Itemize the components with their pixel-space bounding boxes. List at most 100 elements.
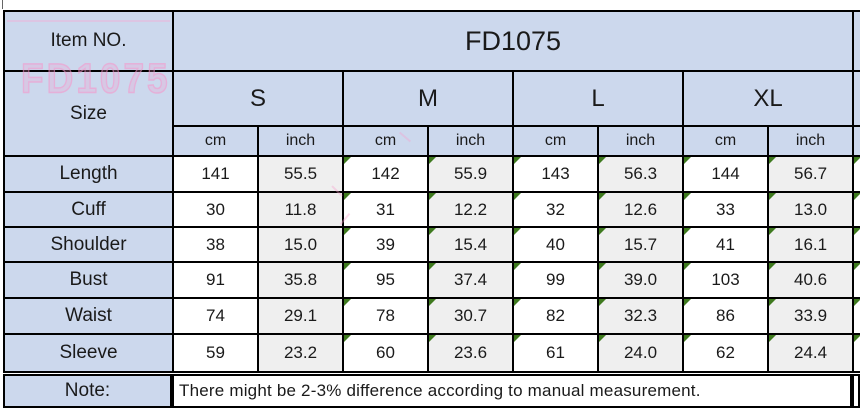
value-cell: 60 [342,333,429,373]
value: 144 [711,164,740,183]
error-indicator-icon [770,336,776,342]
item-no-value: FD1075 [465,25,562,56]
value-cell: 12.6 [597,191,684,228]
cropped-edge-cell [852,10,860,72]
value: 16.1 [793,234,828,254]
table-row-sleeve: Sleeve 59 23.2 60 23.6 61 24.0 62 24.4 [3,333,860,373]
cropped-edge-cell [852,70,860,127]
table-row-waist: Waist 74 29.1 78 30.7 82 32.3 86 33.9 [3,297,860,335]
value-cell: 35.8 [257,261,344,299]
gridline-artifact [2,0,3,9]
value-cell: 56.7 [766,155,855,193]
value-cell: 12.2 [427,191,514,228]
unit-header-cm: cm [172,125,259,157]
table-row-cuff: Cuff 30 11.8 31 12.2 32 12.6 33 13.0 [3,191,860,228]
value-cell: 144 [682,155,769,193]
value-cell: 11.8 [257,191,344,228]
row-label: Cuff [71,198,106,220]
pink-watermark-text: FD1075 [20,55,171,102]
item-no-label: Item NO. [50,30,127,51]
value: 56.7 [793,164,828,183]
value-cell: 143 [512,155,599,193]
unit-cm-label: cm [374,132,397,149]
value: 32.3 [623,306,658,325]
value: 95 [376,270,395,289]
item-row: Item NO. FD1075 [3,10,860,72]
row-label-cell: Length [3,155,174,193]
value-cell: 23.2 [257,333,344,373]
unit-inch-label: inch [285,132,316,149]
value: 33 [716,199,735,219]
size-s-label: S [249,84,266,112]
value-cell: 40 [512,226,599,263]
error-indicator-icon [430,194,436,200]
error-indicator-icon [685,300,691,306]
error-indicator-icon [515,229,521,235]
error-indicator-icon [685,264,691,270]
watermark-artifact [7,20,170,22]
value-cell: 33 [682,191,769,228]
value: 74 [206,306,225,325]
error-indicator-icon [600,229,606,235]
value-cell: 16.1 [766,226,855,263]
error-indicator-icon [515,336,521,342]
error-indicator-icon [345,229,351,235]
error-indicator-icon [770,300,776,306]
value-cell: 37.4 [427,261,514,299]
value-cell: 61 [512,333,599,373]
value: 82 [546,306,565,325]
size-header-s: S [172,70,344,127]
unit-inch-label: inch [455,132,486,149]
value-cell: 39 [342,226,429,263]
error-indicator-icon [515,194,521,200]
value-cell: 95 [342,261,429,299]
unit-header-inch: inch [257,125,344,157]
unit-header-inch: inch [766,125,855,157]
error-indicator-icon [345,158,351,164]
value-cell: 33.9 [766,297,855,335]
error-indicator-icon [515,158,521,164]
unit-header-cm: cm [512,125,599,157]
value: 40 [546,234,565,254]
value-cell: 15.0 [257,226,344,263]
error-indicator-icon [855,194,860,200]
cropped-edge-cell [852,226,860,263]
size-header-xl: XL [681,70,855,127]
value: 55.5 [283,164,318,183]
value: 30.7 [453,306,488,325]
error-indicator-icon [855,300,860,306]
value-cell: 29.1 [257,297,344,335]
value-cell: 74 [172,297,259,335]
value-cell: 30.7 [427,297,514,335]
value-cell: 23.6 [427,333,514,373]
value: 143 [541,164,570,183]
table-row-bust: Bust 91 35.8 95 37.4 99 39.0 103 40.6 [3,261,860,299]
error-indicator-icon [515,264,521,270]
unit-cm-label: cm [544,132,567,149]
size-header-row: Size S M L XL [3,70,860,157]
value-cell: 82 [512,297,599,335]
error-indicator-icon [600,194,606,200]
value: 13.0 [793,199,828,219]
unit-inch-label: inch [625,132,656,149]
value-cell: 24.4 [766,333,855,373]
value: 141 [201,164,230,183]
error-indicator-icon [345,300,351,306]
value-cell: 15.7 [597,226,684,263]
error-indicator-icon [430,229,436,235]
value-cell: 31 [342,191,429,228]
value-cell: 40.6 [766,261,855,299]
error-indicator-icon [345,264,351,270]
cropped-edge-cell [852,191,860,228]
value-cell: 39.0 [597,261,684,299]
value: 12.2 [453,199,488,219]
value-cell: 142 [342,155,429,193]
error-indicator-icon [515,300,521,306]
cropped-edge-cell [852,374,860,408]
value: 62 [716,343,735,362]
value: 24.0 [623,343,658,362]
value-cell: 56.3 [597,155,684,193]
cropped-edge-cell [852,155,860,193]
value-cell: 32.3 [597,297,684,335]
note-text-cell: There might be 2-3% difference according… [172,374,852,408]
